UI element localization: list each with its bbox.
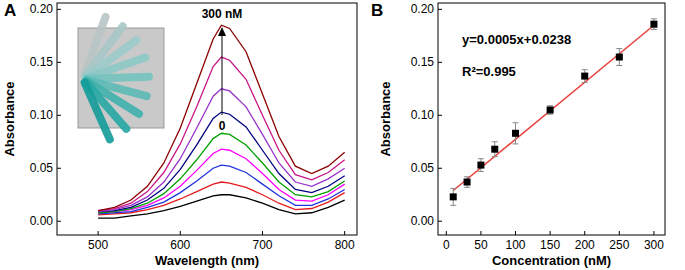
annotation: 0 <box>219 119 226 133</box>
panel-label: A <box>4 1 16 20</box>
error-bar <box>547 106 553 114</box>
data-point <box>491 146 498 153</box>
inset-photo <box>78 12 164 145</box>
y-tick-label: 0.15 <box>411 55 435 69</box>
panel-label: B <box>371 1 383 20</box>
error-bar <box>651 19 657 30</box>
annotation: 300 nM <box>202 7 243 21</box>
inset-background <box>78 28 164 128</box>
x-tick-label: 0 <box>443 238 450 252</box>
y-tick <box>438 62 442 63</box>
error-bar <box>478 159 484 172</box>
data-point <box>581 73 588 80</box>
data-point <box>547 106 554 113</box>
x-tick-label: 600 <box>170 238 190 252</box>
x-axis-label: Wavelength (nm) <box>155 253 259 268</box>
x-tick <box>619 231 620 235</box>
x-tick-label: 500 <box>88 238 108 252</box>
x-tick <box>344 231 345 235</box>
y-tick <box>57 221 61 222</box>
x-tick <box>584 231 585 235</box>
y-tick-label: 0.00 <box>30 214 54 228</box>
data-point <box>512 130 519 137</box>
error-bar <box>616 49 622 66</box>
x-tick-label: 50 <box>474 238 488 252</box>
y-tick-label: 0.20 <box>411 2 435 16</box>
y-tick <box>438 168 442 169</box>
x-tick-label: 800 <box>335 238 355 252</box>
data-point <box>464 179 471 186</box>
x-tick <box>653 231 654 235</box>
y-tick-label: 0.05 <box>30 161 54 175</box>
x-tick-label: 100 <box>505 238 525 252</box>
fit-line <box>453 25 654 190</box>
arrow-head <box>218 27 226 36</box>
error-bar <box>450 188 456 205</box>
x-tick <box>550 231 551 235</box>
y-tick <box>438 9 442 10</box>
error-bar <box>492 142 498 157</box>
data-point <box>477 162 484 169</box>
y-tick <box>438 115 442 116</box>
y-tick-label: 0.00 <box>411 214 435 228</box>
y-tick-label: 0.10 <box>30 108 54 122</box>
y-tick <box>438 221 442 222</box>
y-tick-label: 0.20 <box>30 2 54 16</box>
y-tick-label: 0.10 <box>411 108 435 122</box>
x-tick <box>180 231 181 235</box>
x-tick-label: 300 <box>644 238 664 252</box>
arrow-shaft <box>222 30 223 115</box>
data-point <box>616 54 623 61</box>
r-squared: R²=0.995 <box>462 64 516 79</box>
error-bar <box>513 123 519 144</box>
spectrum-line <box>98 182 345 215</box>
x-tick-label: 150 <box>540 238 560 252</box>
y-tick-label: 0.05 <box>411 161 435 175</box>
y-tick <box>57 9 61 10</box>
x-tick <box>446 231 447 235</box>
equation: y=0.0005x+0.0238 <box>462 32 571 47</box>
spectrum-line <box>98 195 345 218</box>
data-point <box>650 21 657 28</box>
y-axis-label: Absorbance <box>378 81 393 156</box>
x-tick <box>262 231 263 235</box>
figure: 0.000.050.100.150.20500600700800Waveleng… <box>0 0 685 270</box>
plot-marks <box>450 19 658 205</box>
data-point <box>450 193 457 200</box>
y-tick <box>57 168 61 169</box>
y-tick <box>57 62 61 63</box>
y-tick-label: 0.15 <box>30 55 54 69</box>
x-tick-label: 250 <box>609 238 629 252</box>
plot-frame <box>438 3 665 235</box>
x-tick-label: 200 <box>575 238 595 252</box>
x-tick <box>98 231 99 235</box>
error-bar <box>582 70 588 83</box>
plot-frame <box>57 3 357 235</box>
x-tick <box>480 231 481 235</box>
y-axis-label: Absorbance <box>2 81 17 156</box>
x-tick-label: 700 <box>252 238 272 252</box>
y-tick <box>57 115 61 116</box>
inset-tube <box>79 77 115 144</box>
error-bar <box>464 177 470 188</box>
x-axis-label: Concentration (nM) <box>492 253 611 268</box>
x-tick <box>515 231 516 235</box>
